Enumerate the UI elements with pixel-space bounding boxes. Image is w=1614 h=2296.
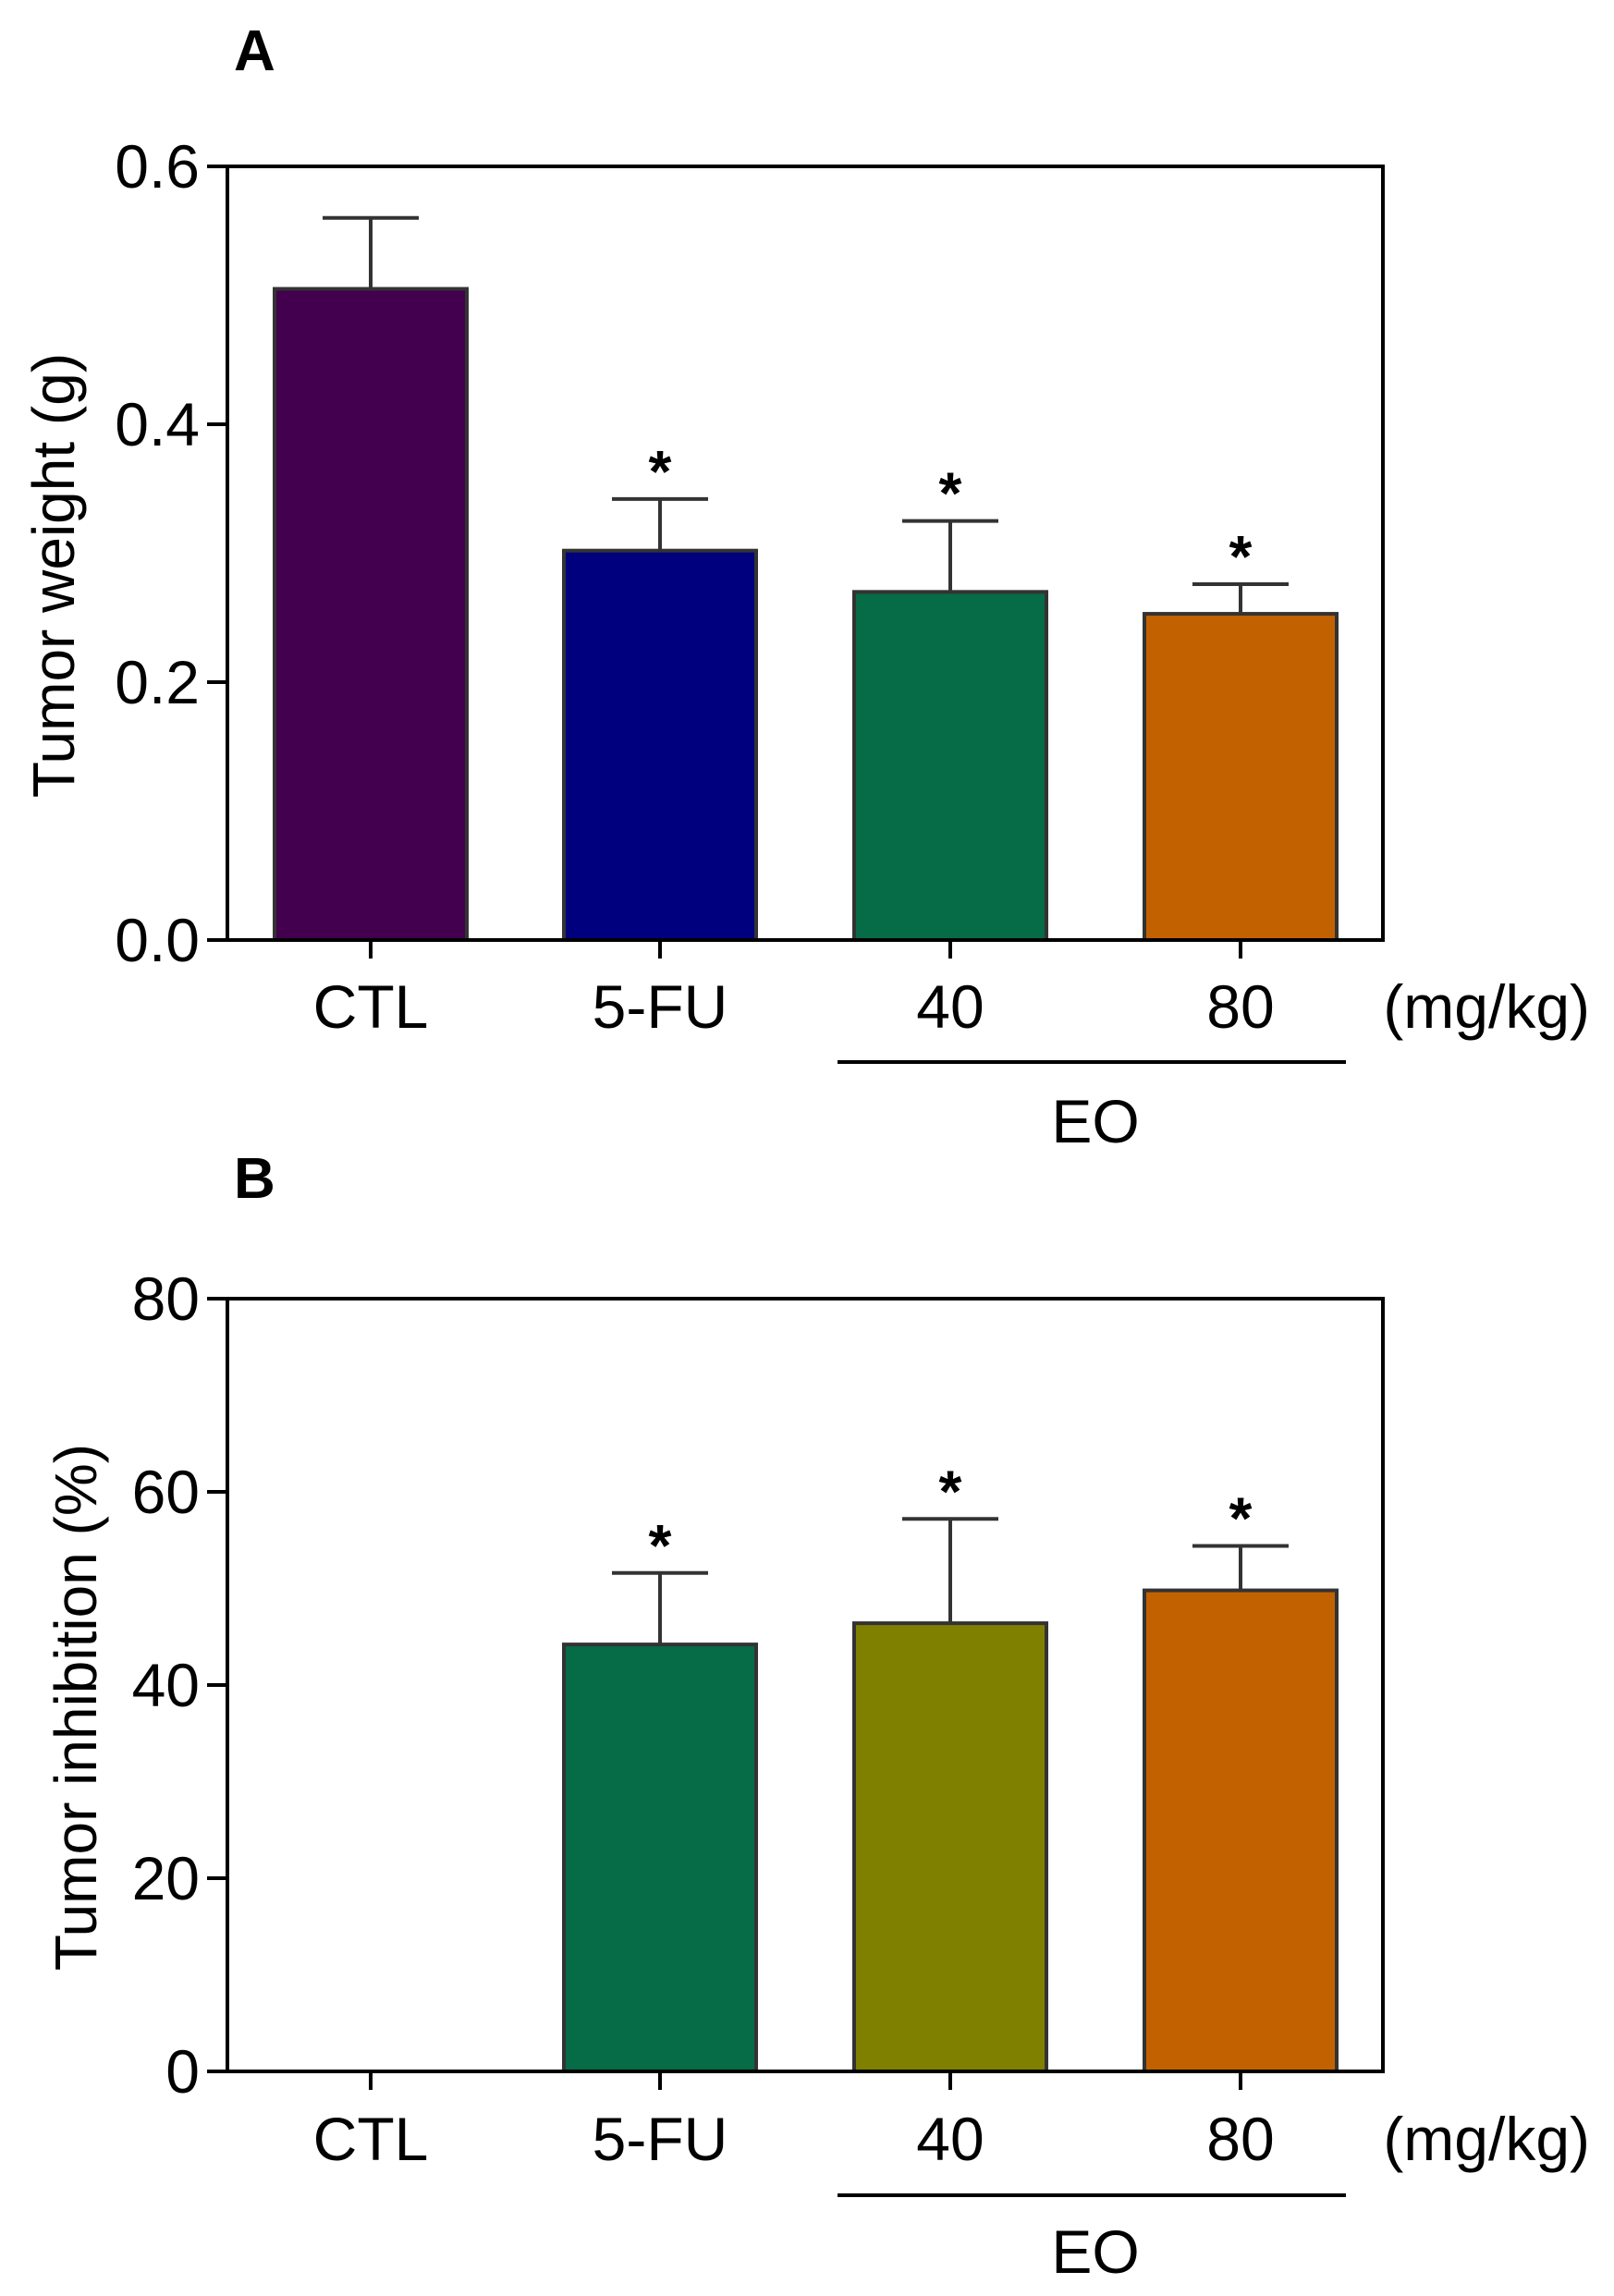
group-label: EO — [1051, 2217, 1139, 2286]
significance-marker: * — [1229, 1485, 1253, 1552]
panel-label: A — [234, 19, 275, 83]
bar-40 — [852, 1621, 1048, 2073]
unit-label: (mg/kg) — [1383, 2105, 1590, 2173]
x-tick-label: 5-FU — [593, 2105, 728, 2173]
significance-marker: * — [939, 460, 962, 527]
y-tick-label: 0.4 — [115, 390, 200, 458]
x-tick-label: CTL — [313, 2105, 429, 2173]
y-tick-label: 0.6 — [115, 132, 200, 201]
x-tick-label: 5-FU — [593, 972, 728, 1041]
significance-marker: * — [649, 438, 672, 505]
bar-40 — [852, 590, 1048, 942]
significance-marker: * — [649, 1512, 672, 1579]
bar-5-fu — [562, 1643, 758, 2073]
chart-panel-a: A CTL * 5-FU * 40 * 80 0.0 0.2 0.4 0.6 Tumor weight … — [20, 19, 1590, 1155]
x-tick-label: CTL — [313, 972, 429, 1041]
y-tick-label: 0.2 — [115, 648, 200, 716]
y-tick-label: 0.0 — [115, 906, 200, 974]
y-axis-title: Tumor inhibition (%) — [43, 1444, 109, 1971]
x-tick-label: 40 — [916, 2105, 984, 2173]
y-tick-label: 40 — [132, 1651, 200, 1719]
plot-frame — [226, 165, 1385, 942]
panel-label: B — [234, 1147, 275, 1211]
x-tick-label: 80 — [1206, 2105, 1274, 2173]
significance-marker: * — [939, 1458, 962, 1524]
chart-panel-b: B CTL * 5-FU * 40 * 80 0 20 40 60 80 Tumor inhibition… — [43, 1147, 1590, 2286]
y-tick-label: 20 — [132, 1844, 200, 1912]
y-tick-label: 80 — [132, 1264, 200, 1333]
y-tick-label: 0 — [165, 2037, 200, 2106]
bar-80 — [1143, 612, 1339, 942]
significance-marker: * — [1229, 523, 1253, 590]
bar-ctl — [273, 287, 469, 942]
unit-label: (mg/kg) — [1383, 972, 1590, 1041]
y-tick-label: 60 — [132, 1458, 200, 1526]
x-tick-label: 40 — [916, 972, 984, 1041]
bar-80 — [1143, 1588, 1339, 2073]
bar-5-fu — [562, 548, 758, 943]
x-tick-label: 80 — [1206, 972, 1274, 1041]
y-axis-title: Tumor weight (g) — [20, 353, 87, 798]
group-label: EO — [1051, 1087, 1139, 1155]
